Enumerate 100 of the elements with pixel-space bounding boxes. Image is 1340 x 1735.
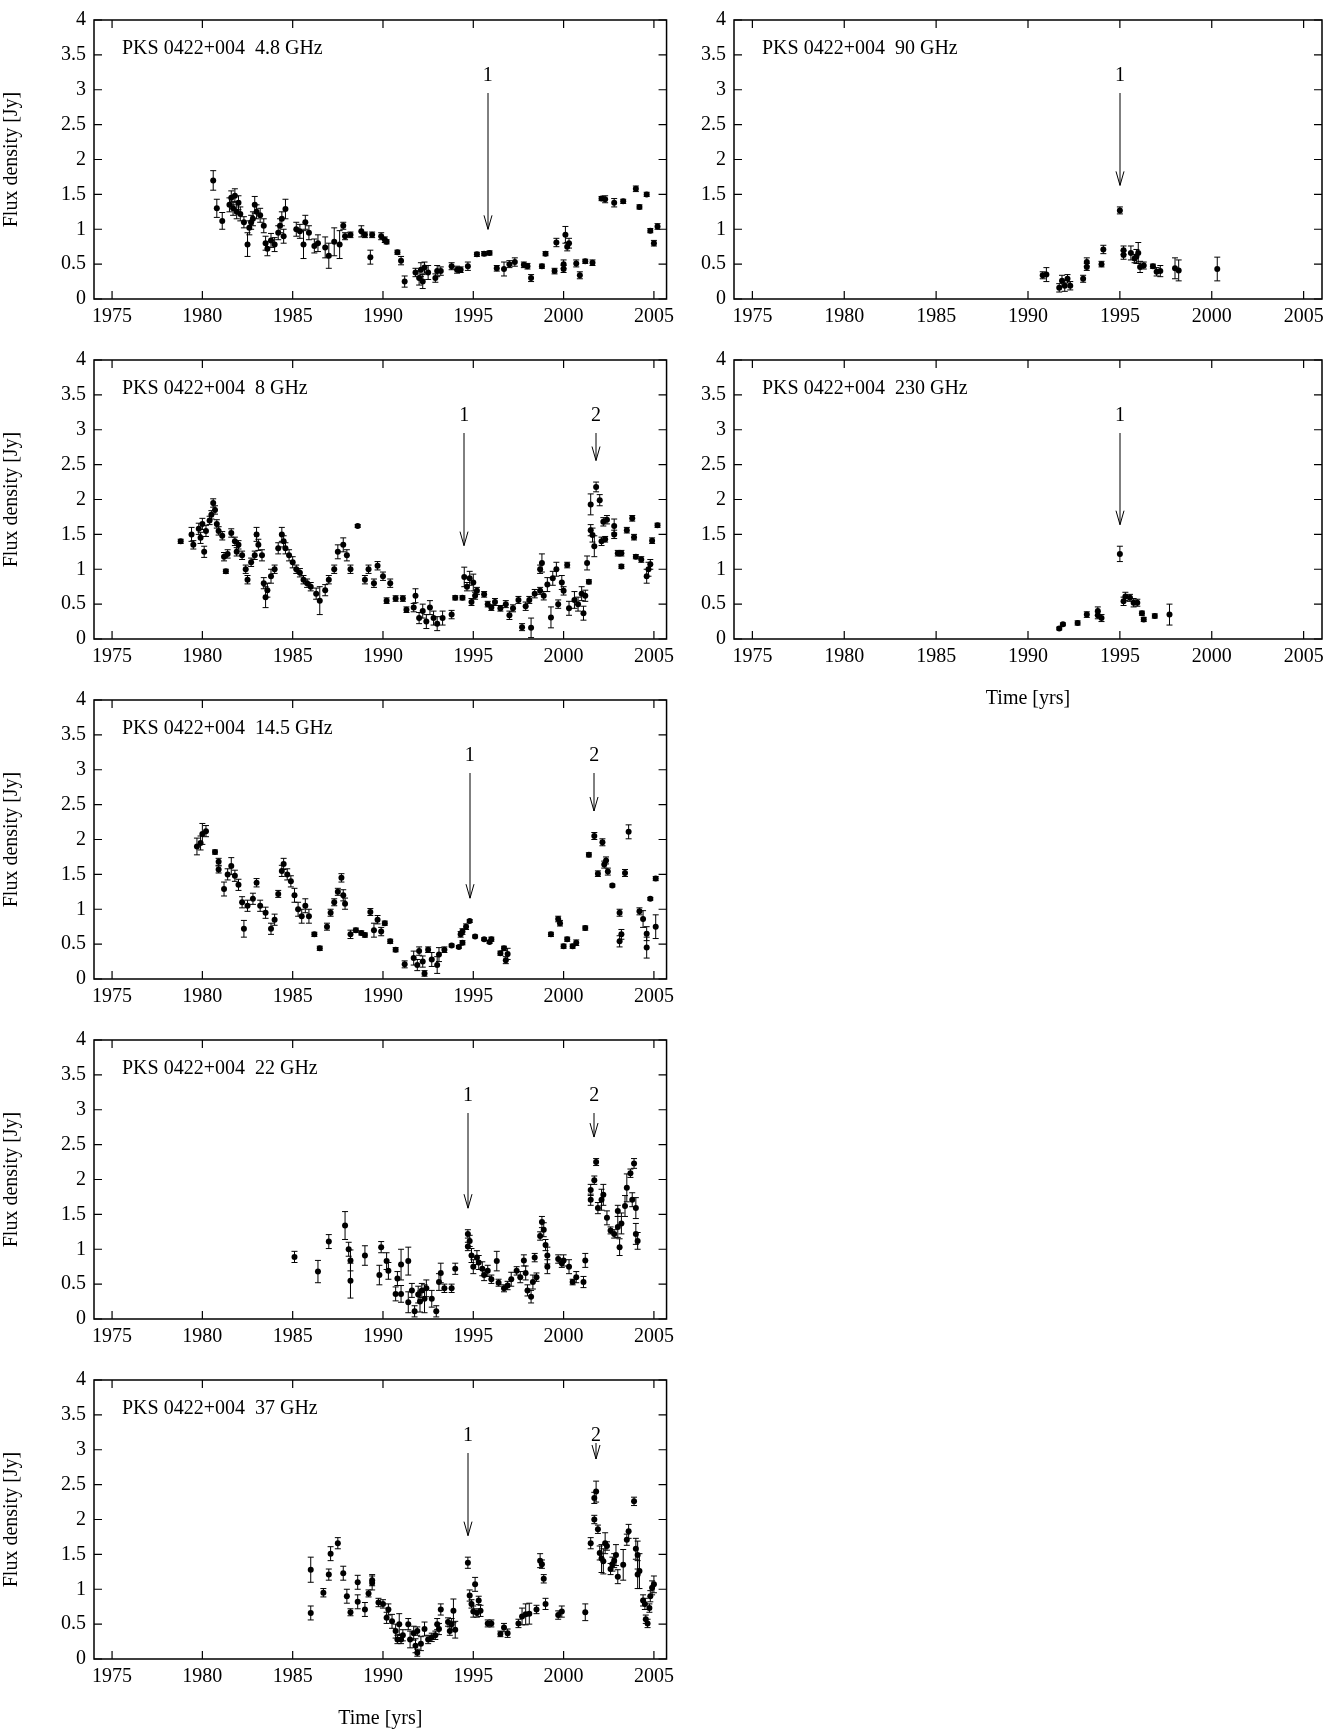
y-tick-label: 1.5 [61, 181, 86, 204]
x-tick-label: 1975 [92, 1664, 133, 1687]
x-tick-label: 1975 [732, 644, 773, 667]
y-tick-label: 1.5 [701, 181, 726, 204]
x-tick-label: 1985 [272, 984, 313, 1007]
y-tick-label: 1.5 [701, 521, 726, 544]
x-tick-label: 1975 [92, 1324, 133, 1347]
x-tick-label: 2005 [633, 644, 674, 667]
x-tick-label: 1995 [453, 644, 494, 667]
y-tick-label: 0 [76, 286, 86, 309]
x-tick-label: 2000 [543, 984, 584, 1007]
x-tick-label: 1980 [182, 1324, 223, 1347]
y-tick-label: 2 [76, 486, 86, 509]
x-tick-label: 1995 [1099, 304, 1140, 327]
annotation: 1 [464, 743, 475, 766]
y-tick-label: 1.5 [61, 1541, 86, 1564]
y-tick-label: 3 [76, 757, 86, 779]
x-tick-label: 1980 [182, 1664, 223, 1687]
y-tick-label: 3.5 [61, 1402, 86, 1425]
y-tick-label: 2 [716, 146, 726, 169]
x-tick-label: 1995 [453, 984, 494, 1007]
y-tick-label: 4 [76, 1027, 86, 1050]
y-tick-label: 0.5 [61, 931, 86, 954]
text: PKS 0422+004 8 GHz [122, 376, 308, 399]
x-tick-label: 1985 [272, 1324, 313, 1347]
x-tick-label: 1990 [362, 1324, 403, 1347]
x-tick-label: 2005 [633, 984, 674, 1007]
y-tick-label: 4 [76, 347, 86, 370]
y-tick-label: 1 [76, 896, 86, 919]
annotation: 2 [589, 743, 600, 766]
y-tick-label: 1 [716, 216, 726, 239]
x-tick-label: 2000 [543, 1324, 584, 1347]
x-tick-label: 1980 [182, 304, 223, 327]
y-tick-label: 3.5 [61, 382, 86, 405]
y-axis-title: Flux density [Jy] [0, 1111, 23, 1248]
annotation: 2 [589, 1083, 600, 1106]
annotation: 1 [1114, 403, 1125, 426]
y-tick-label: 2.5 [61, 791, 86, 814]
y-tick-label: 3.5 [61, 42, 86, 65]
x-tick-label: 2005 [633, 1324, 674, 1347]
y-tick-label: 2 [76, 1506, 86, 1529]
y-tick-label: 2 [76, 1166, 86, 1189]
text: PKS 0422+004 14.5 GHz [122, 716, 333, 739]
x-tick-label: 1975 [92, 304, 133, 327]
x-tick-label: 2000 [543, 304, 584, 327]
y-tick-label: 0 [716, 286, 726, 309]
x-tick-label: 1995 [1099, 644, 1140, 667]
text: PKS 0422+004 90 GHz [762, 36, 958, 59]
y-axis-title: Flux density [Jy] [0, 431, 23, 568]
y-tick-label: 1 [76, 216, 86, 239]
y-axis-title: Flux density [Jy] [0, 771, 23, 908]
y-axis-title: Flux density [Jy] [0, 1451, 23, 1588]
y-tick-label: 3 [716, 417, 726, 439]
annotation: 2 [591, 1423, 602, 1446]
y-tick-label: 2.5 [61, 451, 86, 474]
y-tick-label: 4 [76, 687, 86, 710]
x-tick-label: 1990 [1008, 304, 1048, 327]
y-tick-label: 3.5 [61, 722, 86, 745]
x-tick-label: 2000 [543, 1664, 584, 1687]
y-tick-label: 0 [76, 1306, 86, 1329]
x-tick-label: 2005 [633, 1664, 674, 1687]
y-tick-label: 3 [76, 417, 86, 439]
y-tick-label: 1.5 [61, 1201, 86, 1224]
y-axis-title: Flux density [Jy] [0, 91, 23, 228]
annotation: 1 [459, 403, 470, 426]
x-tick-label: 1980 [182, 984, 223, 1007]
y-tick-label: 0.5 [61, 1271, 86, 1294]
y-tick-label: 2.5 [61, 111, 86, 134]
y-tick-label: 3 [76, 1437, 86, 1459]
x-tick-label: 1980 [824, 644, 865, 667]
y-tick-label: 2.5 [701, 451, 726, 474]
y-tick-label: 0 [76, 966, 86, 989]
x-tick-label: 1985 [916, 304, 957, 327]
y-tick-label: 3.5 [701, 42, 726, 65]
y-tick-label: 3.5 [701, 382, 726, 405]
x-tick-label: 1990 [362, 304, 403, 327]
y-tick-label: 1 [76, 1236, 86, 1259]
x-tick-label: 2000 [543, 644, 584, 667]
y-tick-label: 3 [76, 77, 86, 99]
y-tick-label: 4 [716, 7, 726, 30]
x-tick-label: 1995 [453, 304, 494, 327]
x-tick-label: 1980 [182, 644, 223, 667]
y-tick-label: 0.5 [61, 251, 86, 274]
y-tick-label: 0.5 [701, 251, 726, 274]
x-tick-label: 1990 [362, 984, 403, 1007]
x-tick-label: 1975 [92, 644, 133, 667]
x-tick-label: 1980 [824, 304, 865, 327]
y-tick-label: 2.5 [701, 111, 726, 134]
text: PKS 0422+004 37 GHz [122, 1396, 318, 1419]
y-tick-label: 0 [76, 1646, 86, 1669]
annotation: 1 [1114, 63, 1125, 86]
x-tick-label: 1975 [732, 304, 773, 327]
x-axis-title: Time [yrs] [338, 1706, 423, 1730]
x-tick-label: 1985 [272, 304, 313, 327]
y-tick-label: 2.5 [61, 1131, 86, 1154]
y-tick-label: 0.5 [61, 1611, 86, 1634]
x-axis-title: Time [yrs] [985, 686, 1071, 710]
y-tick-label: 3.5 [61, 1062, 86, 1085]
y-tick-label: 1.5 [61, 861, 86, 884]
y-tick-label: 0 [716, 626, 726, 649]
